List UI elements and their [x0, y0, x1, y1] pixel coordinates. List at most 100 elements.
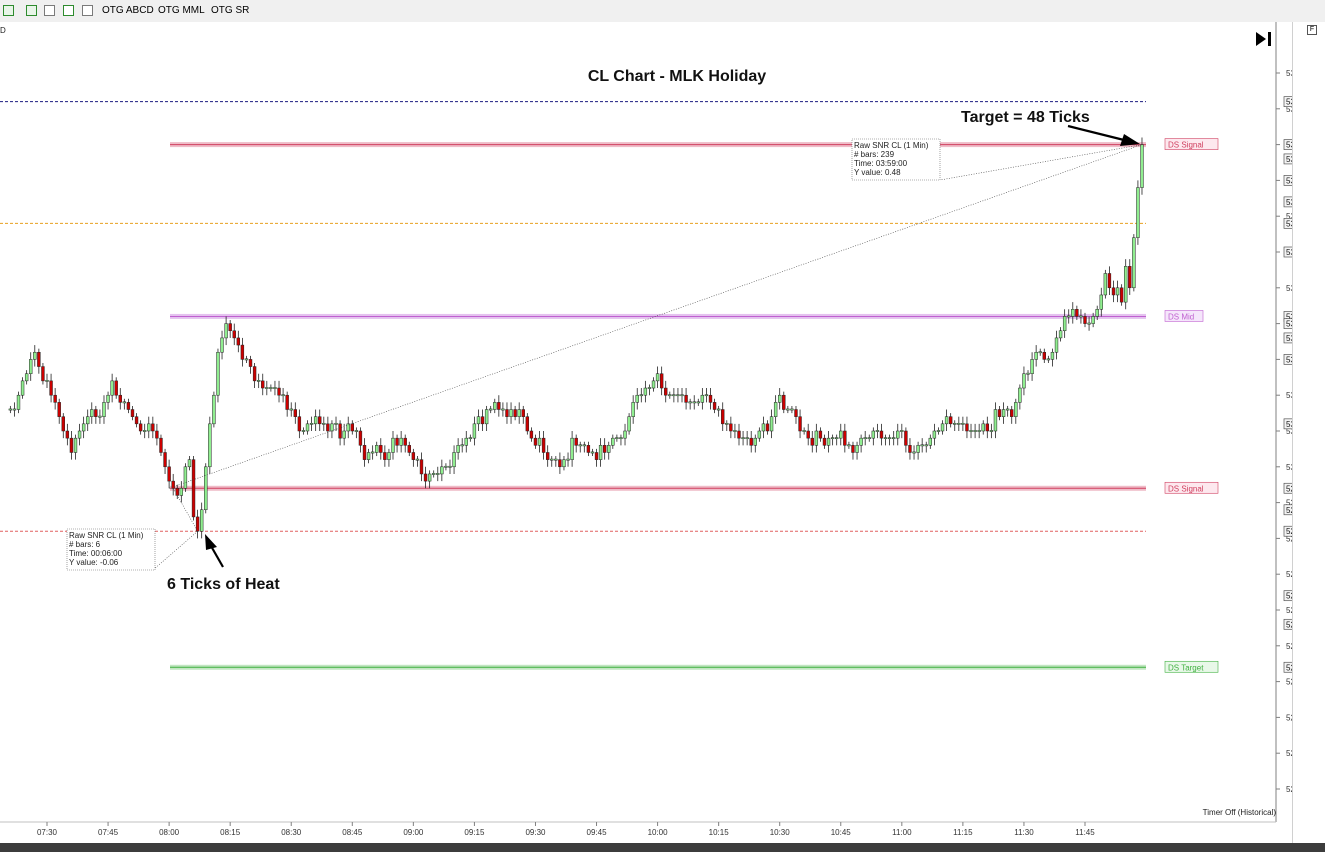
price-chart[interactable]: 53.5553.5053.4553.4053.3553.3053.2553.20…: [0, 22, 1307, 847]
scroll-to-end-button[interactable]: [1256, 32, 1271, 46]
up-candle: [1022, 373, 1026, 389]
down-candle: [904, 430, 908, 446]
up-candle: [554, 458, 558, 461]
down-candle: [948, 416, 953, 425]
window-bottom-border: [0, 843, 1325, 847]
up-candle: [265, 387, 269, 389]
up-candle: [387, 452, 391, 460]
up-candle: [940, 423, 945, 432]
down-candle: [362, 445, 367, 460]
down-candle: [851, 445, 855, 453]
otg-sr-button[interactable]: OTG SR: [211, 5, 250, 16]
up-candle: [1099, 294, 1103, 310]
down-candle: [69, 437, 74, 453]
up-candle: [77, 430, 82, 439]
up-candle: [476, 416, 481, 425]
up-candle: [590, 451, 595, 454]
up-candle: [281, 394, 285, 397]
strategies-icon[interactable]: [63, 5, 74, 16]
f-button[interactable]: F: [1307, 25, 1317, 35]
up-candle: [1124, 266, 1128, 303]
up-candle: [847, 444, 851, 447]
down-candle: [782, 394, 786, 410]
up-candle: [993, 409, 998, 432]
down-candle: [236, 337, 241, 346]
down-candle: [232, 330, 236, 339]
down-candle: [167, 466, 171, 482]
chart-panel[interactable]: 53.5553.5053.4553.4053.3553.3053.2553.20…: [0, 22, 1307, 847]
up-candle: [578, 444, 582, 447]
down-candle: [240, 344, 245, 360]
up-candle: [346, 423, 350, 432]
x-tick-label: 08:45: [342, 828, 363, 837]
up-candle: [1054, 337, 1059, 353]
target-arrow-head: [1120, 134, 1140, 146]
up-candle: [16, 394, 21, 410]
down-candle: [423, 473, 428, 482]
up-candle: [871, 430, 876, 439]
up-candle: [887, 437, 892, 440]
end-bar-icon: [1268, 32, 1271, 46]
otg-abcd-button[interactable]: OTG ABCD: [102, 5, 154, 16]
up-candle: [484, 409, 489, 425]
down-candle: [114, 380, 118, 396]
ds-signal-line-label: DS Signal: [1168, 484, 1204, 493]
down-candle: [57, 402, 61, 417]
up-candle: [537, 437, 542, 446]
up-candle: [399, 437, 403, 446]
otg-mml-button[interactable]: OTG MML: [158, 5, 205, 16]
down-candle: [248, 359, 253, 367]
x-tick-label: 08:15: [220, 828, 241, 837]
bar-type-icon[interactable]: [26, 5, 37, 16]
up-candle: [1050, 351, 1055, 360]
up-candle: [179, 488, 184, 496]
up-candle: [672, 394, 676, 397]
indicators-icon[interactable]: [44, 5, 55, 16]
x-tick-label: 10:15: [709, 828, 730, 837]
data-box-icon[interactable]: [82, 5, 93, 16]
up-candle: [448, 465, 452, 468]
down-candle: [806, 430, 810, 439]
up-candle: [769, 416, 774, 432]
up-candle: [562, 459, 566, 468]
heat-annotation: 6 Ticks of Heat: [167, 576, 280, 593]
up-candle: [700, 394, 705, 403]
ds-signal-line-label-box: [1164, 481, 1219, 494]
down-candle: [822, 437, 827, 446]
up-candle: [33, 351, 37, 360]
up-candle: [334, 422, 338, 425]
up-candle: [370, 451, 375, 454]
up-candle: [761, 423, 766, 432]
measure-box-line: Time: 00:06:00: [69, 549, 123, 558]
chart-title: CL Chart - MLK Holiday: [588, 68, 766, 85]
up-candle: [635, 394, 639, 403]
up-candle: [8, 408, 13, 411]
up-candle: [12, 408, 17, 411]
down-candle: [1119, 287, 1124, 303]
down-candle: [338, 423, 342, 439]
up-candle: [1091, 316, 1095, 324]
up-candle: [391, 437, 395, 453]
down-candle: [37, 351, 41, 367]
chart-style-icon[interactable]: [3, 5, 14, 16]
up-candle: [415, 458, 420, 461]
down-candle: [794, 409, 798, 417]
up-candle: [187, 459, 192, 468]
down-candle: [379, 445, 383, 453]
up-candle: [1034, 351, 1038, 360]
up-candle: [460, 444, 464, 447]
up-candle: [98, 415, 102, 418]
up-candle: [440, 466, 444, 475]
up-candle: [1018, 387, 1022, 403]
down-candle: [293, 409, 297, 417]
up-candle: [716, 408, 721, 411]
up-candle: [928, 437, 933, 446]
down-candle: [407, 445, 411, 453]
up-candle: [647, 387, 652, 389]
x-tick-label: 09:30: [525, 828, 546, 837]
up-candle: [456, 445, 460, 453]
up-candle: [627, 416, 631, 432]
up-candle: [582, 444, 587, 447]
down-candle: [513, 409, 517, 417]
up-candle: [427, 473, 432, 482]
